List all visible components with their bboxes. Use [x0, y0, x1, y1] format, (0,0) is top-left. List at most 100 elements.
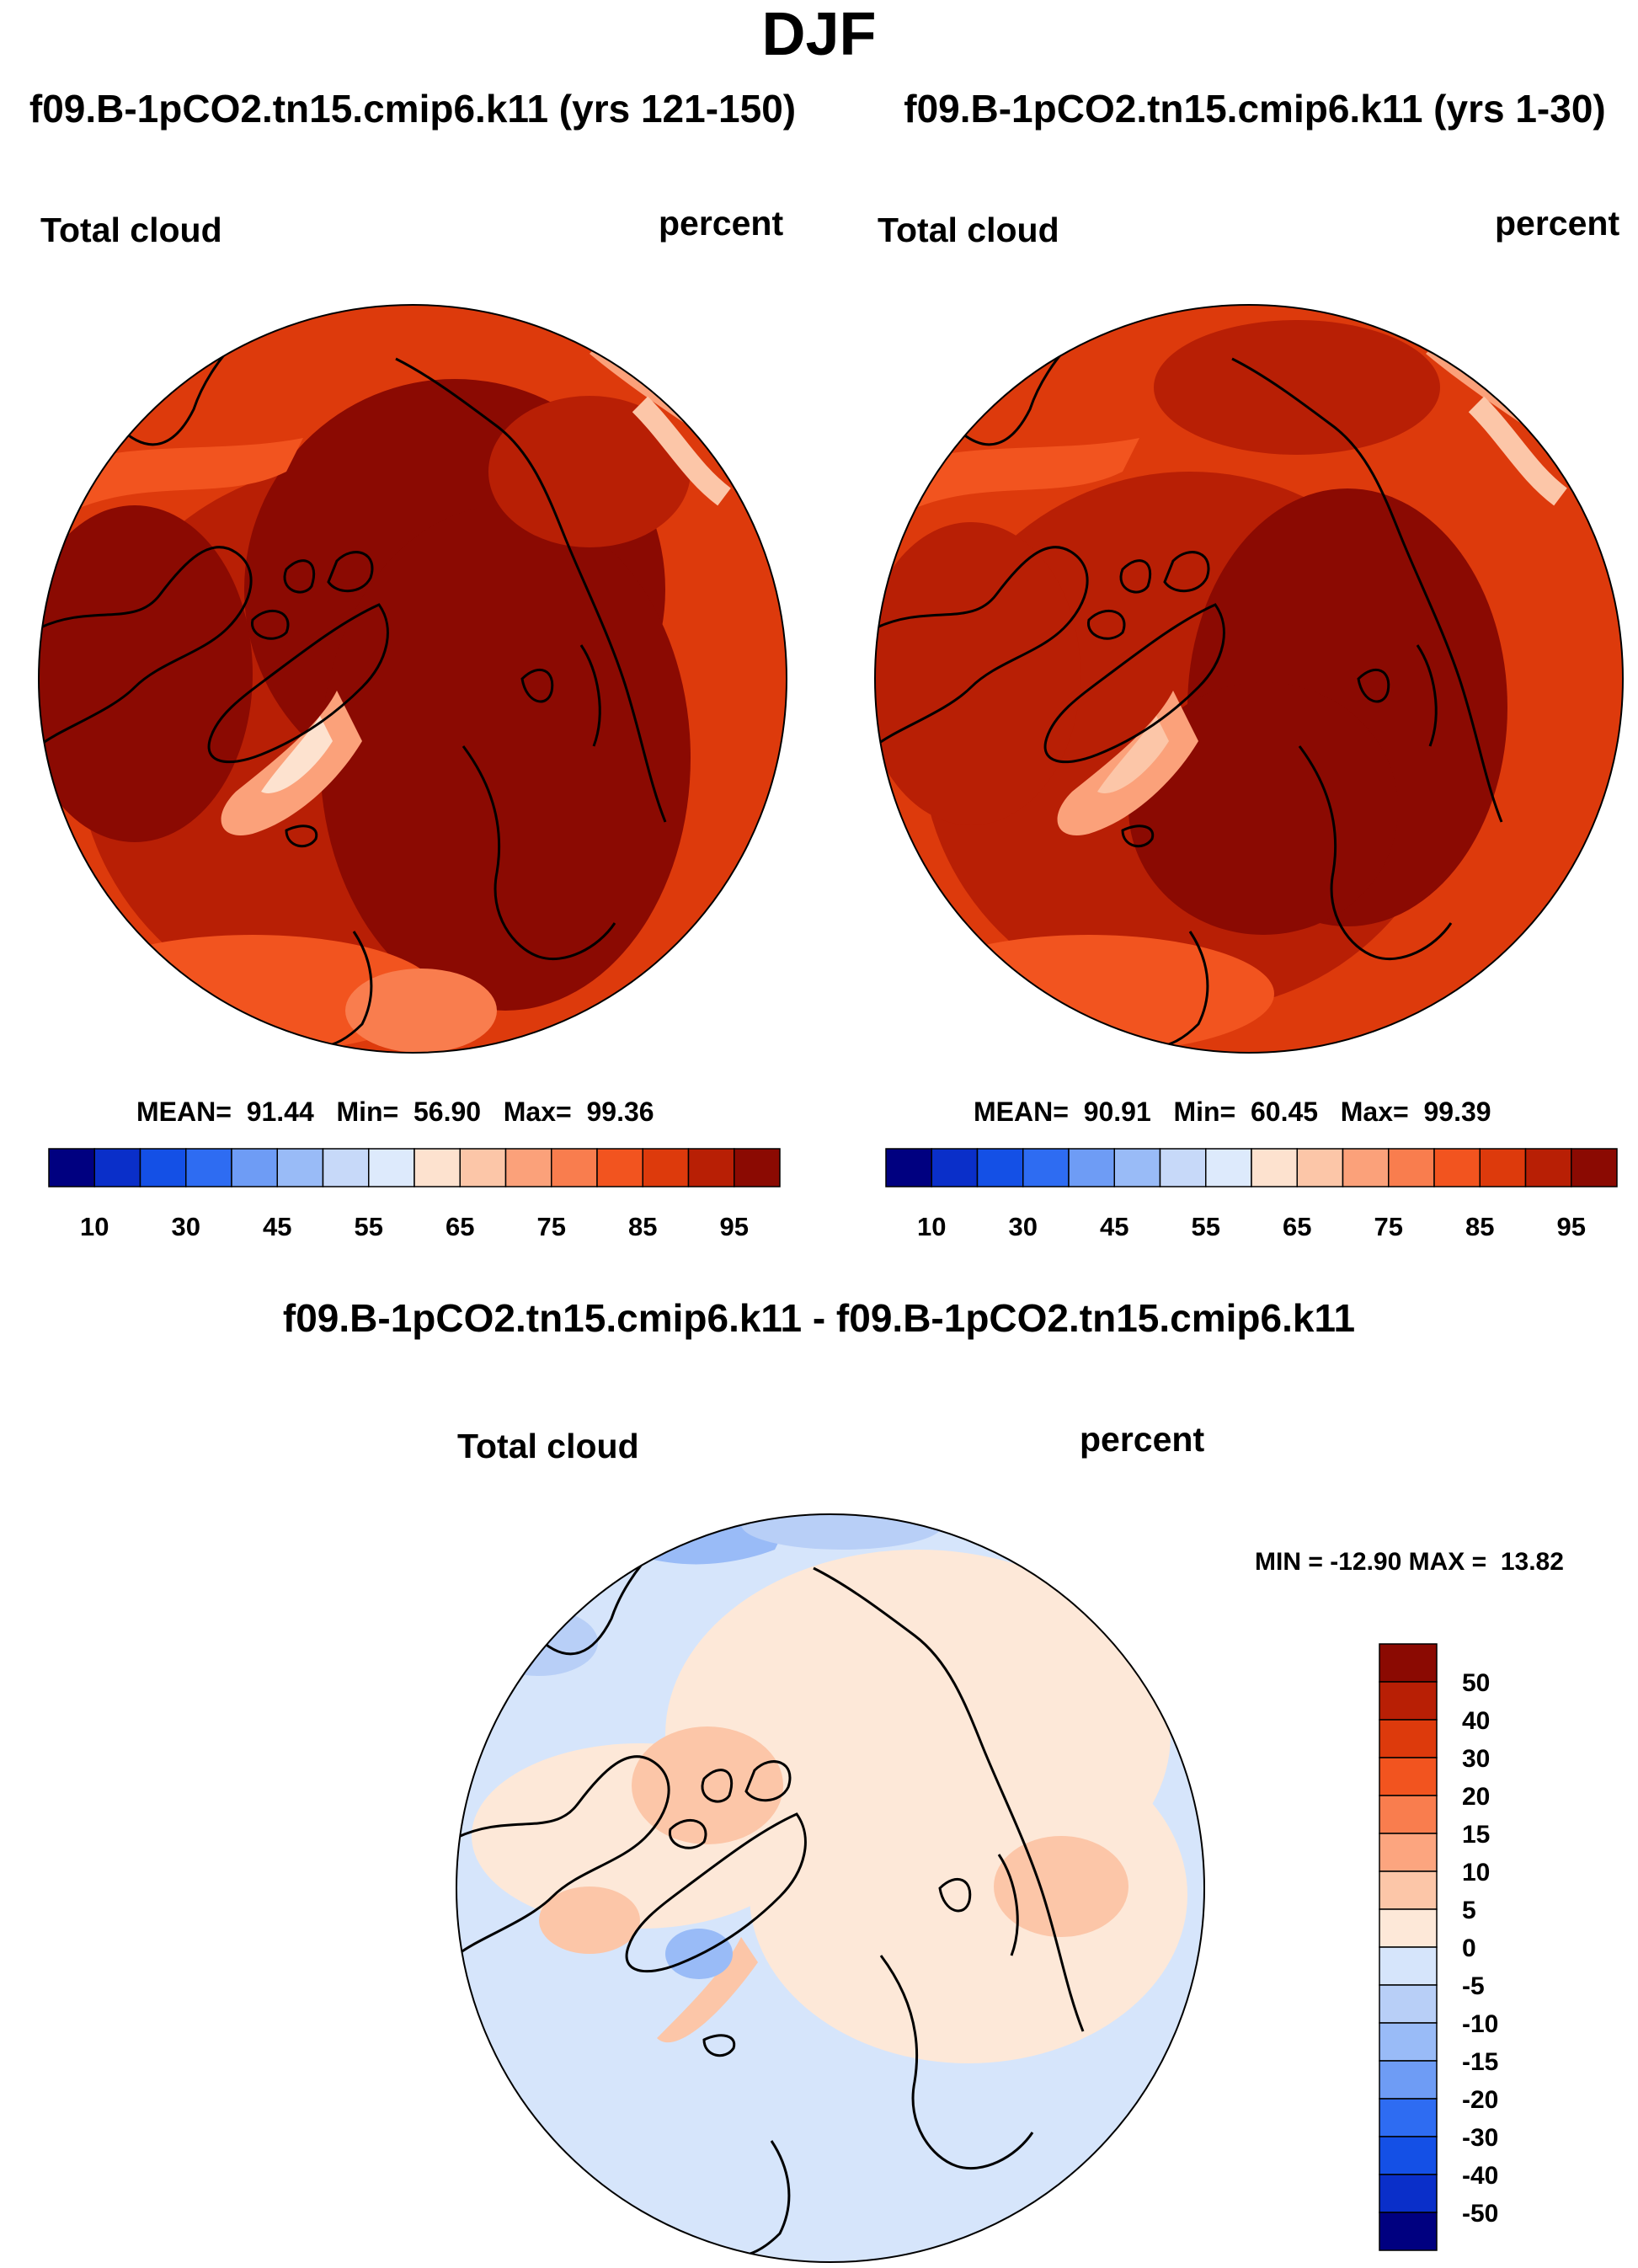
- right-min-label: Min=: [1173, 1097, 1236, 1127]
- left-colorbar-box: [596, 1148, 643, 1187]
- diff-colorbar-box: [1379, 1757, 1438, 1796]
- diff-colorbar-tick-label: 30: [1462, 1745, 1490, 1773]
- diff-colorbar-tick-label: 5: [1462, 1897, 1476, 1924]
- diff-colorbar-box: [1379, 2136, 1438, 2175]
- diff-colorbar-box: [1379, 2022, 1438, 2062]
- right-polar-map: [874, 304, 1624, 1054]
- right-max-value: 99.39: [1423, 1097, 1491, 1127]
- diff-colorbar-box: [1379, 2098, 1438, 2137]
- left-units-label: percent: [659, 204, 784, 243]
- right-colorbar-tick-label: 75: [1374, 1212, 1403, 1241]
- right-mean-label: MEAN=: [974, 1097, 1069, 1127]
- right-colorbar-box: [976, 1148, 1024, 1187]
- diff-colorbar-box: [1379, 1946, 1438, 1986]
- right-colorbar-tick-label: 30: [1009, 1212, 1038, 1241]
- left-colorbar-box: [322, 1148, 370, 1187]
- left-colorbar-box: [276, 1148, 324, 1187]
- right-mean-value: 90.91: [1083, 1097, 1151, 1127]
- diff-min-max: MIN = -12.90 MAX = 13.82: [1255, 1548, 1564, 1577]
- right-colorbar-box: [1113, 1148, 1161, 1187]
- difference-polar-map: [456, 1513, 1205, 2263]
- left-max-label: Max=: [503, 1097, 572, 1127]
- right-colorbar-box: [1159, 1148, 1207, 1187]
- right-panel-title: f09.B-1pCO2.tn15.cmip6.k11 (yrs 1-30): [904, 87, 1606, 131]
- left-colorbar-tick-label: 65: [446, 1212, 474, 1241]
- left-colorbar-box: [734, 1148, 781, 1187]
- right-colorbar-box: [1479, 1148, 1527, 1187]
- left-colorbar-tick-label: 30: [172, 1212, 200, 1241]
- right-colorbar: 10 30 45 55 65 75 85 95: [885, 1148, 1618, 1241]
- left-colorbar-box: [139, 1148, 187, 1187]
- diff-colorbar-box: [1379, 1870, 1438, 1910]
- diff-max-label: MAX =: [1408, 1548, 1487, 1576]
- left-colorbar-box: [642, 1148, 690, 1187]
- left-colorbar-tick-label: 75: [537, 1212, 566, 1241]
- diff-colorbar-tick-label: -5: [1462, 1972, 1485, 2000]
- diff-colorbar-tick-label: 40: [1462, 1707, 1490, 1735]
- left-colorbar-box: [414, 1148, 461, 1187]
- diff-colorbar-tick-label: -40: [1462, 2162, 1498, 2190]
- left-colorbar-tick-label: 45: [263, 1212, 291, 1241]
- left-colorbar-tick-label: 10: [80, 1212, 109, 1241]
- right-colorbar-box: [1022, 1148, 1070, 1187]
- left-colorbar-box: [368, 1148, 415, 1187]
- left-max-value: 99.36: [586, 1097, 654, 1127]
- diff-colorbar-box: [1379, 1681, 1438, 1721]
- right-colorbar-box: [1205, 1148, 1252, 1187]
- left-colorbar-box: [504, 1148, 552, 1187]
- left-panel-title: f09.B-1pCO2.tn15.cmip6.k11 (yrs 121-150): [29, 87, 797, 131]
- diff-colorbar-box: [1379, 2060, 1438, 2100]
- left-min-value: 56.90: [414, 1097, 482, 1127]
- right-variable-label: Total cloud: [878, 211, 1059, 249]
- diff-colorbar-tick-label: -10: [1462, 2010, 1498, 2038]
- right-colorbar-box: [1433, 1148, 1481, 1187]
- left-stats: MEAN= 91.44 Min= 56.90 Max= 99.36: [136, 1097, 654, 1128]
- diff-colorbar-tick-label: -15: [1462, 2048, 1498, 2076]
- right-colorbar-box: [1251, 1148, 1298, 1187]
- difference-title: f09.B-1pCO2.tn15.cmip6.k11 - f09.B-1pCO2…: [282, 1296, 1356, 1340]
- right-colorbar-tick-label: 95: [1557, 1212, 1586, 1241]
- right-colorbar-box: [1388, 1148, 1435, 1187]
- diff-colorbar-box: [1379, 1908, 1438, 1948]
- diff-colorbar-tick-label: 0: [1462, 1934, 1476, 1962]
- left-colorbar-tick-label: 85: [628, 1212, 657, 1241]
- figure-title: DJF: [761, 1, 877, 68]
- left-colorbar: 10 30 45 55 65 75 85 95: [48, 1148, 781, 1241]
- diff-colorbar-box: [1379, 2212, 1438, 2251]
- right-colorbar-box: [1571, 1148, 1618, 1187]
- left-mean-label: MEAN=: [136, 1097, 232, 1127]
- left-colorbar-tick-label: 55: [355, 1212, 383, 1241]
- right-colorbar-tick-label: 10: [917, 1212, 946, 1241]
- diff-colorbar-tick-label: 10: [1462, 1859, 1490, 1886]
- left-polar-map: [38, 304, 787, 1054]
- right-colorbar-box: [1524, 1148, 1572, 1187]
- right-stats: MEAN= 90.91 Min= 60.45 Max= 99.39: [974, 1097, 1491, 1128]
- right-colorbar-tick-label: 45: [1100, 1212, 1128, 1241]
- left-mean-value: 91.44: [246, 1097, 314, 1127]
- right-min-value: 60.45: [1251, 1097, 1319, 1127]
- right-colorbar-box: [885, 1148, 932, 1187]
- left-colorbar-box: [48, 1148, 95, 1187]
- left-colorbar-box: [459, 1148, 507, 1187]
- left-colorbar-box: [231, 1148, 278, 1187]
- right-max-label: Max=: [1340, 1097, 1409, 1127]
- right-colorbar-box: [1068, 1148, 1115, 1187]
- right-colorbar-tick-label: 65: [1283, 1212, 1311, 1241]
- diff-colorbar-tick-label: 15: [1462, 1821, 1490, 1849]
- diff-colorbar-box: [1379, 1833, 1438, 1872]
- right-colorbar-box: [931, 1148, 979, 1187]
- left-min-label: Min=: [336, 1097, 399, 1127]
- diff-min-label: MIN =: [1255, 1548, 1323, 1576]
- left-colorbar-tick-label: 95: [720, 1212, 749, 1241]
- left-colorbar-box: [551, 1148, 598, 1187]
- right-units-label: percent: [1495, 204, 1620, 243]
- left-variable-label: Total cloud: [40, 211, 222, 249]
- diff-max-value: 13.82: [1500, 1548, 1564, 1576]
- diff-colorbar-box: [1379, 1643, 1438, 1683]
- diff-colorbar-tick-label: -50: [1462, 2200, 1498, 2228]
- left-colorbar-box: [93, 1148, 141, 1187]
- diff-colorbar-box: [1379, 2174, 1438, 2213]
- right-colorbar-box: [1296, 1148, 1344, 1187]
- diff-colorbar-tick-label: 20: [1462, 1783, 1490, 1811]
